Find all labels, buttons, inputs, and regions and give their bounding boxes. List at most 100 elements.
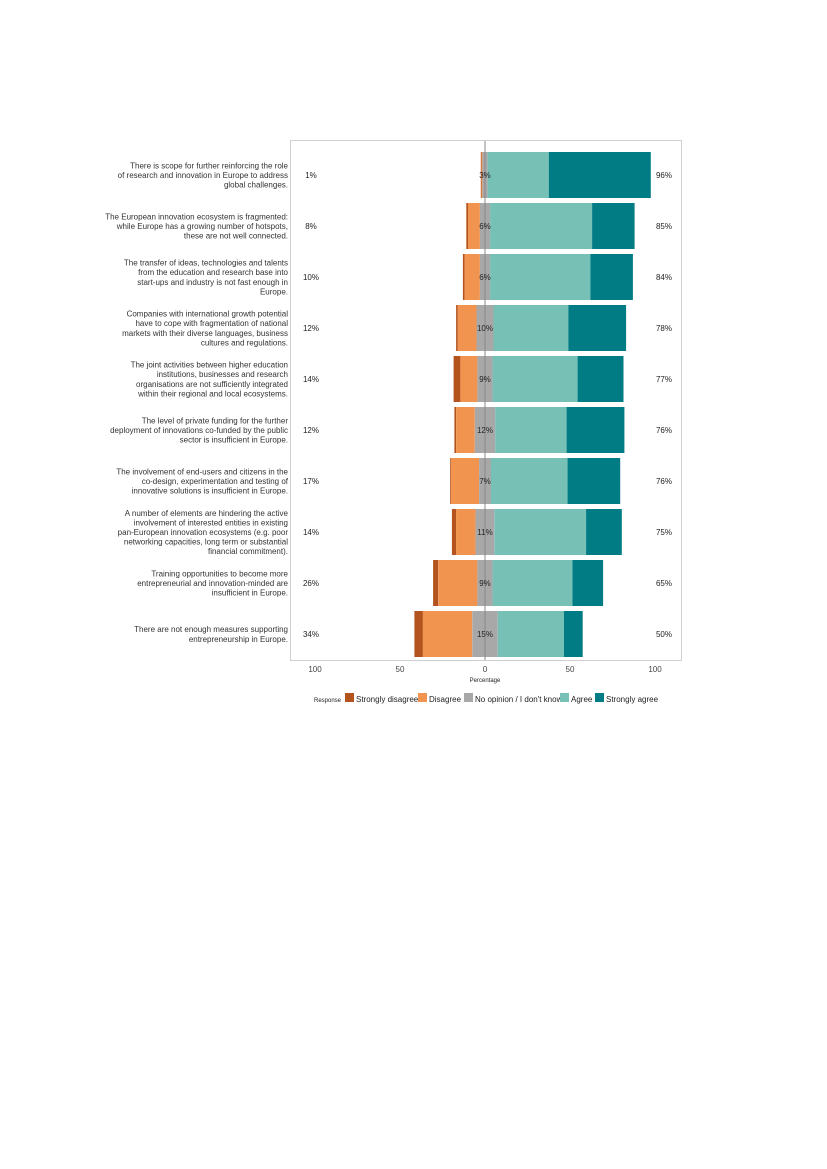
statement-line: Training opportunities to become more [151, 569, 288, 578]
agree-total-label: 96% [656, 171, 672, 180]
x-axis: 100 50 0 50 100 [308, 665, 662, 674]
bar-agree [490, 458, 568, 504]
bar-disagree [422, 611, 473, 657]
agree-total-label: 76% [656, 477, 672, 486]
disagree-total-label: 34% [303, 630, 319, 639]
bar-disagree [457, 305, 477, 351]
statement-line: while Europe has a growing number of hot… [116, 222, 288, 231]
bar-disagree [464, 254, 480, 300]
neutral-label: 9% [479, 375, 491, 384]
statement-line: deployment of innovations co-funded by t… [110, 426, 288, 435]
statement-label: There is scope for further reinforcing t… [118, 161, 289, 189]
bar-agree [490, 254, 591, 300]
bar-agree [497, 611, 565, 657]
agree-total-label: 75% [656, 528, 672, 537]
neutral-label: 11% [477, 528, 492, 537]
agree-total-label: 50% [656, 630, 672, 639]
neutral-label: 10% [477, 324, 493, 333]
bar-strongly-disagree [433, 560, 439, 606]
legend-title: Response [314, 698, 342, 704]
x-tick-label: 0 [483, 665, 488, 674]
bar-strongly-disagree [450, 458, 451, 504]
bar-strongly-disagree [456, 305, 458, 351]
statement-line: global challenges. [224, 181, 288, 190]
statement-line: within their regional and local ecosyste… [137, 389, 288, 398]
disagree-total-label: 8% [305, 222, 317, 231]
neutral-label: 6% [479, 273, 491, 282]
statement-line: institutions, businesses and research [157, 370, 288, 379]
disagree-total-label: 1% [305, 171, 317, 180]
agree-total-label: 85% [656, 222, 672, 231]
disagree-total-label: 14% [303, 528, 319, 537]
disagree-total-label: 10% [303, 273, 319, 282]
statement-line: cultures and regulations. [201, 338, 288, 347]
agree-total-label: 76% [656, 426, 672, 435]
plot-frame [290, 140, 682, 661]
statement-line: A number of elements are hindering the a… [125, 509, 289, 518]
statement-line: There are not enough measures supporting [134, 625, 288, 634]
legend-swatch-strongly-disagree [345, 693, 354, 702]
labels-layer: There is scope for further reinforcing t… [105, 161, 672, 643]
statement-line: these are not well connected. [184, 232, 288, 241]
statement-line: entrepreneurial and innovation-minded ar… [137, 579, 288, 588]
bar-strongly-agree [592, 203, 635, 249]
neutral-label: 3% [479, 171, 491, 180]
bar-strongly-agree [548, 152, 651, 198]
legend-swatch-agree [560, 693, 569, 702]
statement-line: organisations are not sufficiently integ… [136, 380, 288, 389]
statement-line: financial commitment). [208, 547, 288, 556]
statement-line: Companies with international growth pote… [127, 310, 289, 319]
statement-line: co-design, experimentation and testing o… [142, 477, 289, 486]
x-tick-label: 50 [396, 665, 405, 674]
legend-swatch-disagree [418, 693, 427, 702]
neutral-label: 9% [479, 579, 491, 588]
agree-total-label: 77% [656, 375, 672, 384]
statement-line: There is scope for further reinforcing t… [130, 161, 288, 170]
disagree-total-label: 12% [303, 426, 319, 435]
bar-strongly-agree [566, 407, 625, 453]
statement-line: from the education and research base int… [138, 268, 288, 277]
statement-label: The European innovation ecosystem is fra… [105, 212, 288, 240]
bar-agree [493, 305, 569, 351]
statement-label: There are not enough measures supporting… [134, 625, 288, 644]
disagree-total-label: 26% [303, 579, 319, 588]
legend-label-strongly-disagree: Strongly disagree [356, 695, 419, 704]
legend-label-disagree: Disagree [429, 695, 462, 704]
bar-strongly-agree [577, 356, 624, 402]
bar-strongly-disagree [480, 152, 482, 198]
bar-disagree [451, 458, 480, 504]
disagree-total-label: 12% [303, 324, 319, 333]
neutral-label: 12% [477, 426, 493, 435]
bar-agree [492, 560, 573, 606]
statement-label: A number of elements are hindering the a… [118, 509, 289, 556]
statement-label: The transfer of ideas, technologies and … [124, 259, 289, 297]
statement-line: The European innovation ecosystem is fra… [105, 212, 288, 221]
statement-line: The level of private funding for the fur… [142, 416, 289, 425]
neutral-label: 6% [479, 222, 491, 231]
agree-total-label: 84% [656, 273, 672, 282]
statement-line: entrepreneurship in Europe. [189, 635, 288, 644]
statement-label: Training opportunities to become more ent… [137, 569, 288, 597]
statement-line: sector is insufficient in Europe. [180, 436, 288, 445]
neutral-label: 7% [479, 477, 491, 486]
bar-disagree [438, 560, 478, 606]
bar-strongly-disagree [453, 356, 461, 402]
x-axis-label: Percentage [470, 678, 501, 684]
statement-line: The involvement of end-users and citizen… [116, 467, 288, 476]
statement-line: insufficient in Europe. [212, 589, 288, 598]
statement-line: pan-European innovation ecosystems (e.g.… [118, 528, 289, 537]
statement-line: have to cope with fragmentation of natio… [135, 319, 288, 328]
legend-label-strongly-agree: Strongly agree [606, 695, 659, 704]
neutral-label: 15% [477, 630, 493, 639]
bar-strongly-agree [586, 509, 622, 555]
statement-label: The level of private funding for the fur… [110, 416, 288, 444]
bar-strongly-agree [572, 560, 604, 606]
agree-total-label: 78% [656, 324, 672, 333]
legend-label-agree: Agree [571, 695, 593, 704]
bar-strongly-disagree [451, 509, 457, 555]
bar-agree [492, 356, 578, 402]
legend: Response Strongly disagree Disagree No opin… [314, 693, 659, 704]
bars-layer [414, 152, 651, 657]
bar-agree [487, 152, 549, 198]
